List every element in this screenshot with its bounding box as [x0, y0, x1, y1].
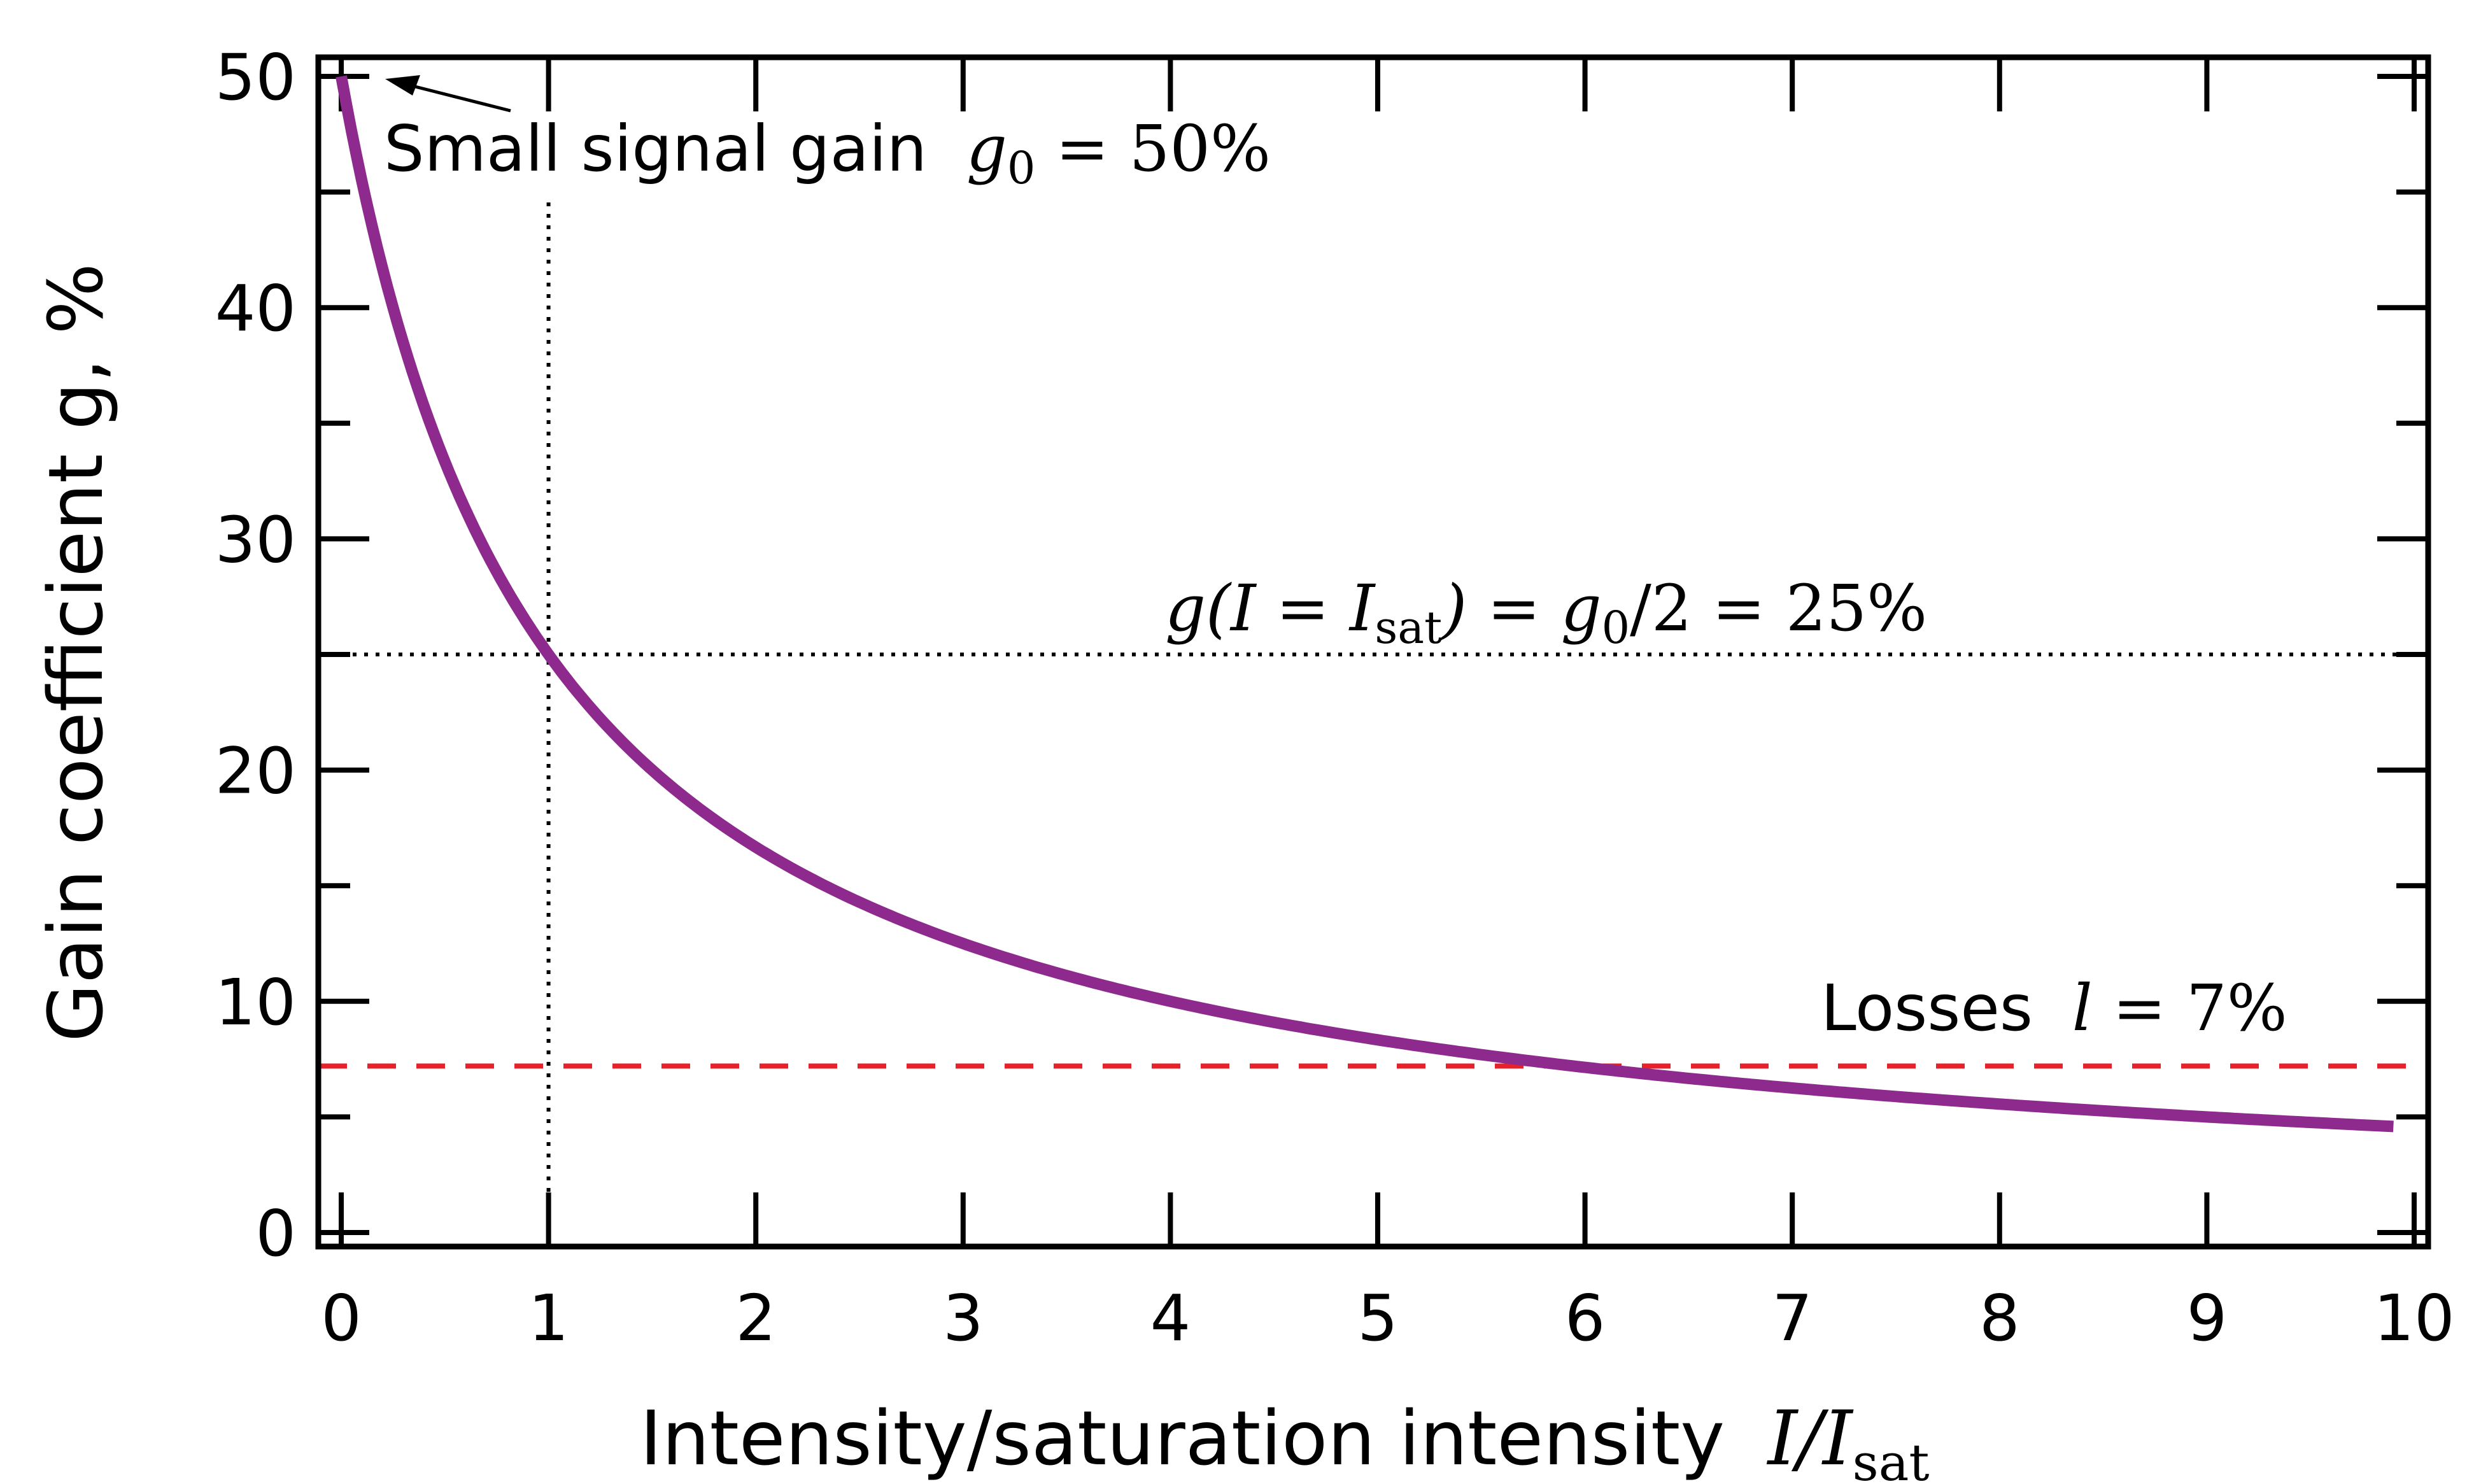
tick-labels: 0 1 2 3 4 5 6 7 8 9 10 0 10 20 30 40 50 [215, 40, 2455, 1355]
annotation-arrow [407, 83, 511, 113]
annotation-small-signal: Small signal gain g0 = 50% [384, 111, 1271, 194]
annotation-half-gain: g(I = Isat) = g0/2 = 25% [1165, 571, 1927, 654]
x-tick-label: 2 [735, 1281, 776, 1355]
y-tick-label: 20 [215, 734, 296, 809]
series-gain-curve [336, 75, 2394, 1133]
x-axis-label: Intensity/saturation intensity I/Isat [640, 1394, 1930, 1484]
x-tick-label: 9 [2187, 1281, 2228, 1355]
y-axis-label: Gain coefficient g, % [32, 263, 120, 1042]
y-tick-label: 50 [215, 40, 296, 115]
annotation-arrowhead [385, 75, 420, 95]
x-tick-label: 7 [1772, 1281, 1813, 1355]
x-tick-label: 6 [1565, 1281, 1606, 1355]
x-tick-label: 4 [1150, 1281, 1191, 1355]
y-tick-label: 10 [215, 965, 296, 1040]
x-tick-label: 5 [1357, 1281, 1398, 1355]
y-tick-label: 0 [255, 1196, 296, 1271]
annotation-losses: Losses l = 7% [1821, 971, 2287, 1045]
reference-lines [318, 202, 2428, 1247]
x-tick-label: 1 [528, 1281, 569, 1355]
axis-ticks [318, 57, 2428, 1247]
y-tick-label: 30 [215, 502, 296, 577]
x-tick-label: 0 [321, 1281, 362, 1355]
x-tick-label: 8 [1979, 1281, 2020, 1355]
x-tick-label: 10 [2373, 1281, 2454, 1355]
y-tick-label: 40 [215, 271, 296, 346]
x-tick-label: 3 [943, 1281, 984, 1355]
plot-frame [315, 54, 2431, 1250]
